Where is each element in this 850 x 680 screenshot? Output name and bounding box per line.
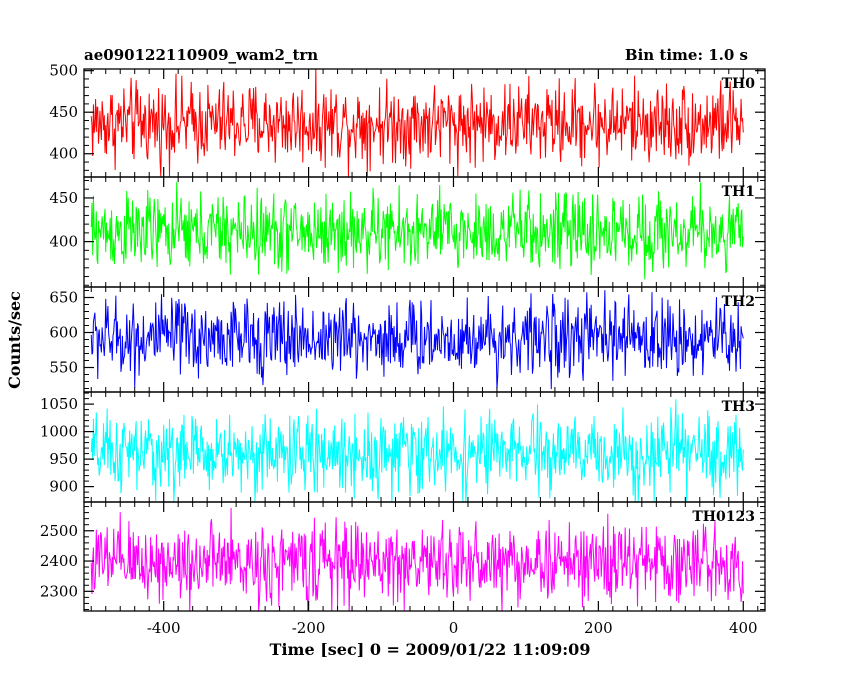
panel-th0123-label: TH0123 <box>692 509 755 525</box>
panel-th0: 400 450 500 TH0 <box>49 62 766 178</box>
x-tick-label: 0 <box>449 619 459 637</box>
x-tick-label: 200 <box>584 619 613 637</box>
panel-th0123: 2300 2400 2500 TH0123 <box>40 501 766 612</box>
panel-th1: 400 450 TH1 <box>49 176 766 288</box>
y-tick-label: 2500 <box>40 522 78 540</box>
y-axis-title: Counts/sec <box>5 291 24 389</box>
y-tick-label: 550 <box>49 359 78 377</box>
y-tick-label: 500 <box>49 62 78 80</box>
series-th1-line <box>90 181 744 280</box>
y-tick-label: 600 <box>49 324 78 342</box>
y-tick-label: 400 <box>49 233 78 251</box>
panel-th3-label: TH3 <box>722 399 755 415</box>
y-tick-label: 1050 <box>40 395 78 413</box>
y-tick-label: 400 <box>49 145 78 163</box>
y-tick-label: 450 <box>49 103 78 121</box>
series-th3-line <box>90 399 744 502</box>
y-tick-label: 1000 <box>40 423 78 441</box>
series-th2-line <box>90 290 744 390</box>
x-tick-label: -200 <box>292 619 326 637</box>
panel-th3: 900 950 1000 1050 TH3 <box>40 391 766 503</box>
panel-th1-label: TH1 <box>722 184 755 200</box>
y-tick-label: 2300 <box>40 582 78 600</box>
x-tick-label: 400 <box>729 619 758 637</box>
panel-th0-label: TH0 <box>722 76 756 92</box>
series-th0123-line <box>90 508 744 611</box>
bin-time-label: Bin time: 1.0 s <box>625 46 748 64</box>
y-tick-label: 450 <box>49 189 78 207</box>
x-axis-title: Time [sec] 0 = 2009/01/22 11:09:09 <box>270 640 591 659</box>
panels: 400 450 500 TH0 400 450 TH1 550 600 650 TH2 900 950 1… <box>40 62 766 637</box>
x-tick-label: -400 <box>147 619 181 637</box>
y-tick-label: 650 <box>49 289 78 307</box>
y-tick-label: 950 <box>49 450 78 468</box>
panel-th2-label: TH2 <box>722 294 755 310</box>
y-tick-label: 2400 <box>40 552 78 570</box>
chart-title: ae090122110909_wam2_trn <box>84 46 318 64</box>
y-tick-label: 900 <box>49 478 78 496</box>
series-th0-line <box>90 69 744 177</box>
panel-th2: 550 600 650 TH2 <box>49 286 766 393</box>
